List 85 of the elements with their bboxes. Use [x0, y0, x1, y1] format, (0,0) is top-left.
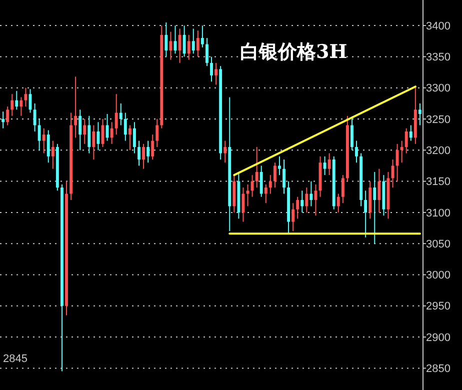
candlestick	[151, 134, 154, 160]
candlestick	[124, 112, 127, 142]
candlestick	[282, 158, 286, 194]
candlestick	[336, 193, 340, 213]
annotation: 2845	[3, 353, 28, 365]
y-tick-label: 3250	[426, 114, 450, 126]
candlestick	[6, 106, 10, 126]
candlestick	[24, 87, 28, 108]
candlestick	[38, 118, 41, 151]
candlestick	[119, 102, 122, 126]
candlestick	[418, 102, 422, 126]
candlestick	[33, 102, 36, 132]
candlestick	[278, 156, 281, 176]
candlestick	[314, 184, 318, 216]
candlestick	[132, 122, 136, 154]
candlestick	[323, 156, 326, 176]
candlestick	[2, 111, 5, 129]
candlestick	[83, 118, 86, 144]
candlestick	[178, 28, 182, 64]
candlestick	[224, 140, 227, 164]
candlestick	[128, 124, 132, 151]
candlestick	[196, 30, 200, 58]
candlestick	[110, 122, 114, 144]
candlestick	[350, 118, 354, 151]
candlestick	[396, 143, 399, 182]
candlestick	[205, 38, 208, 67]
candlestick	[164, 22, 168, 58]
candlestick	[10, 94, 14, 116]
candlestick	[92, 124, 96, 160]
y-tick-label: 2850	[426, 363, 450, 376]
y-tick-label: 3100	[426, 207, 450, 220]
candlestick	[400, 140, 404, 164]
candlestick	[328, 152, 331, 176]
candlestick	[96, 122, 100, 151]
candlestick	[242, 187, 245, 222]
candlestick	[192, 28, 195, 54]
candlestick	[364, 190, 368, 238]
candlestick	[74, 76, 78, 138]
y-tick-label: 3200	[426, 144, 450, 157]
candlestick	[310, 180, 313, 207]
candlestick	[200, 25, 204, 48]
candlestick	[255, 146, 258, 188]
candlestick	[156, 118, 159, 148]
y-tick-label: 2900	[426, 332, 450, 344]
candlestick	[246, 184, 250, 207]
candlestick	[42, 128, 46, 154]
candlestick	[273, 162, 276, 188]
candlestick	[169, 31, 172, 60]
candlestick	[20, 96, 23, 116]
candlestick	[78, 109, 82, 151]
candlestick	[378, 168, 381, 213]
candlestick	[373, 171, 376, 244]
candlestick	[305, 187, 308, 213]
y-tick-label: 3300	[426, 82, 450, 95]
y-tick-label: 3150	[426, 176, 450, 188]
y-tick-label: 3050	[426, 238, 450, 250]
candlestick	[260, 165, 263, 198]
candlestick	[187, 34, 190, 60]
candlestick	[46, 130, 50, 164]
candlestick	[182, 25, 186, 58]
candlestick	[264, 184, 268, 204]
text: 白银价格3H	[240, 41, 348, 63]
candlestick	[142, 143, 145, 170]
candlestick	[114, 94, 118, 136]
candlestick	[300, 190, 304, 213]
candlestick	[146, 140, 150, 164]
candlestick	[355, 140, 358, 164]
candlestick	[409, 124, 412, 142]
candlestick	[292, 202, 295, 232]
y-tick-label: 3400	[426, 20, 450, 32]
candlestick	[296, 196, 300, 220]
candlestick	[250, 174, 254, 198]
candlestick	[138, 140, 140, 166]
candlestick	[106, 114, 109, 142]
y-tick-label: 2950	[426, 300, 450, 313]
candlestick	[51, 140, 54, 170]
candlestick	[15, 90, 18, 110]
candlestick	[404, 128, 408, 154]
candlestick	[210, 56, 213, 82]
y-tick-label: 3350	[426, 52, 450, 64]
candlestick	[88, 115, 91, 154]
candlestick	[341, 174, 344, 204]
y-tick-label: 3000	[426, 270, 450, 282]
candlestick	[268, 174, 272, 194]
candlestick	[214, 62, 218, 86]
